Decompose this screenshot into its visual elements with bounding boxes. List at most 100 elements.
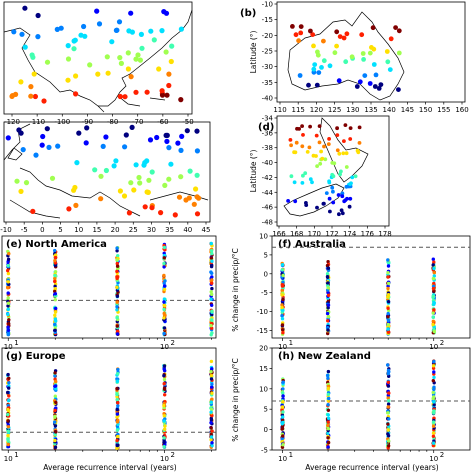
data-point — [209, 377, 214, 381]
data-point — [432, 300, 436, 305]
station-dot — [125, 66, 131, 72]
station-dot — [83, 140, 89, 146]
data-point — [431, 420, 436, 424]
map-ytick-label: -42 — [262, 174, 273, 182]
data-point — [162, 386, 167, 390]
data-point — [7, 322, 11, 326]
data-point — [281, 273, 285, 278]
data-point — [280, 424, 285, 429]
station-dot — [301, 133, 305, 137]
station-dot — [159, 28, 165, 34]
station-dot — [18, 130, 24, 136]
station-dot — [321, 58, 327, 64]
data-point — [387, 399, 391, 403]
station-dot — [339, 208, 344, 213]
xtick-label: 10 — [4, 455, 13, 463]
station-dot — [293, 32, 299, 38]
data-point — [115, 392, 119, 397]
data-point — [162, 273, 166, 278]
data-point — [209, 297, 213, 301]
station-dot — [388, 36, 394, 42]
data-point — [6, 398, 11, 403]
data-point — [281, 434, 285, 438]
map-b-coastline — [287, 11, 405, 101]
data-point — [210, 263, 214, 267]
data-point — [387, 439, 391, 443]
map-xtick-label: 110 — [273, 106, 286, 114]
station-dot — [40, 133, 46, 140]
data-point — [6, 425, 11, 429]
data-point — [431, 379, 435, 383]
map-xtick-label: 115 — [292, 106, 305, 114]
ytick-label: 0 — [264, 270, 268, 278]
data-point — [162, 287, 167, 292]
panel-f-title: (f) Australia — [278, 239, 346, 250]
station-dot — [121, 193, 128, 199]
station-dot — [5, 135, 11, 141]
data-point — [210, 251, 214, 256]
station-dot — [133, 56, 139, 62]
data-point — [210, 385, 214, 389]
data-point — [432, 370, 436, 374]
station-dot — [114, 27, 120, 33]
data-point — [53, 371, 57, 375]
data-point — [6, 442, 10, 447]
data-point — [431, 311, 435, 315]
station-dot — [354, 84, 360, 89]
map-xtick-label: -10 — [0, 226, 11, 234]
data-point — [386, 444, 391, 448]
data-point — [209, 256, 214, 260]
data-point — [325, 373, 330, 378]
station-dot — [356, 150, 361, 155]
station-dot — [194, 148, 200, 154]
data-point — [432, 360, 436, 364]
station-dot — [378, 82, 384, 87]
data-point — [162, 445, 166, 449]
data-point — [280, 427, 284, 431]
station-dot — [73, 202, 79, 208]
data-point — [115, 258, 119, 262]
station-dot — [334, 29, 340, 35]
data-point — [326, 303, 331, 307]
data-point — [6, 268, 10, 273]
data-point — [7, 318, 11, 322]
xtick-exponent: 2 — [170, 451, 174, 459]
station-dot — [303, 171, 308, 176]
map-d-north-island — [319, 117, 369, 183]
data-point — [431, 366, 436, 370]
data-point — [326, 376, 330, 380]
station-dot — [319, 65, 324, 70]
station-dot — [194, 211, 201, 217]
map-xtick-label: 120 — [310, 106, 323, 114]
data-point — [432, 375, 436, 380]
data-point — [53, 248, 57, 253]
station-dot — [311, 43, 316, 49]
station-dot — [142, 204, 148, 210]
data-point — [53, 287, 57, 291]
xtick-exponent: 2 — [440, 451, 444, 459]
station-dot — [144, 189, 150, 195]
data-point — [115, 420, 120, 424]
data-point — [431, 319, 435, 323]
station-dot — [327, 63, 333, 69]
panel-h-frame — [271, 347, 471, 451]
data-point — [326, 445, 330, 449]
data-point — [53, 313, 57, 317]
station-dot — [318, 161, 323, 166]
ytick-label: -10 — [257, 308, 268, 316]
panel-e-frame — [1, 235, 217, 339]
station-dot — [385, 59, 391, 65]
data-point — [115, 329, 120, 333]
station-dot — [300, 144, 305, 149]
ytick-label: 20 — [259, 345, 268, 353]
data-point — [163, 313, 167, 317]
data-point — [210, 318, 214, 322]
data-point — [210, 326, 214, 330]
station-dot — [98, 173, 104, 179]
data-point — [115, 438, 119, 443]
data-point — [431, 263, 435, 267]
map-xtick-label: -5 — [21, 226, 28, 234]
map-c-frame — [3, 121, 211, 223]
map-ytick-label: -10 — [262, 1, 273, 9]
station-dot — [136, 174, 142, 181]
